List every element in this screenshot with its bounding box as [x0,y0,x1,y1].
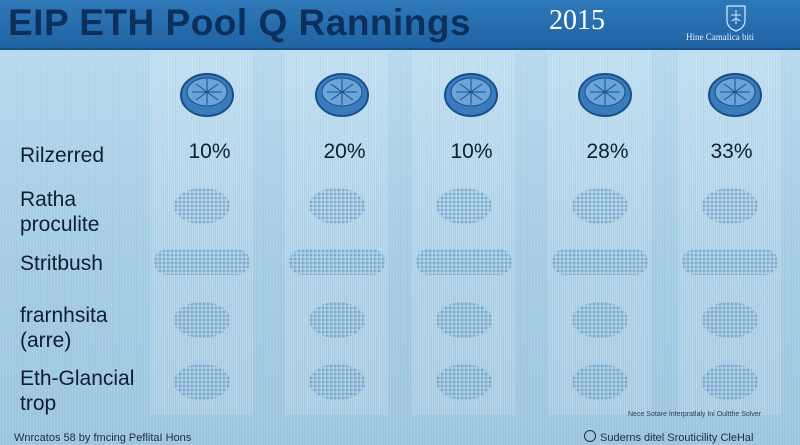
percent-value: 33% [710,140,753,163]
dot-marker [702,188,758,224]
organization-name: Hine Camalica biti [686,32,754,42]
row-label: Eth-Glancial trop [20,367,135,415]
dot-marker [572,364,628,400]
dot-marker [436,302,492,338]
footer-source: Suderns ditel Srouticility CleHal [584,430,753,444]
dot-marker [174,188,230,224]
dot-marker [702,302,758,338]
footer-credit: Wnrcatos 58 by fmcing PeflitaI Hons [14,432,192,444]
dot-marker [572,188,628,224]
dot-marker [309,188,365,224]
dot-marker [436,364,492,400]
coin-icon [708,73,762,117]
row-label: frarnhsita (arre) [20,304,108,352]
dot-marker [309,302,365,338]
dot-marker [154,249,250,275]
dot-marker [682,249,778,275]
coin-icon [578,73,632,117]
row-label: Ratha proculite [20,188,100,236]
dot-marker [174,364,230,400]
dot-marker [572,302,628,338]
percent-value: 20% [323,140,366,163]
row-label: Rilzerred [20,144,105,167]
page-title: EIP ETH Pool Q Rannings [8,2,472,43]
dot-marker [174,302,230,338]
year-label: 2015 [549,5,605,36]
header-bar: EIP ETH Pool Q Rannings 2015 Hine Camali… [0,0,800,50]
globe-icon [584,430,596,442]
percent-value: 10% [188,140,231,163]
row-label: Stritbush [20,252,103,275]
coin-icon [444,73,498,117]
coin-icon [315,73,369,117]
percent-value: 10% [450,140,493,163]
coin-icon [180,73,234,117]
crest-icon [726,5,746,32]
dot-marker [702,364,758,400]
footer-source-text: Suderns ditel Srouticility CleHal [600,432,754,444]
dot-marker [436,188,492,224]
percent-value: 28% [586,140,629,163]
dot-marker [416,249,512,275]
footer-note: Nece Sotare Interpratlaly Ini Oultthe So… [628,411,762,418]
dot-marker [289,249,385,275]
dot-marker [552,249,648,275]
dot-marker [309,364,365,400]
